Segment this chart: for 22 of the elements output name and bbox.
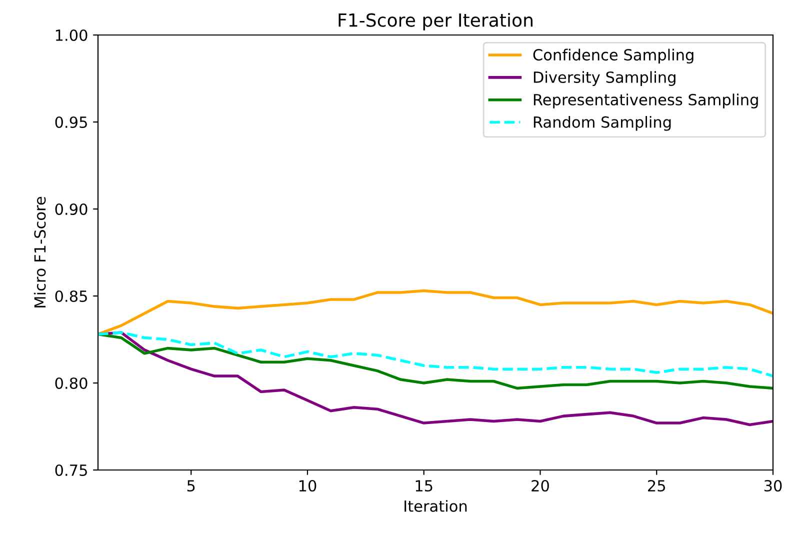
y-tick-label: 0.85	[55, 290, 87, 302]
y-tick-label: 0.95	[55, 116, 87, 128]
y-tick-label: 0.75	[55, 464, 87, 476]
x-tick-label: 15	[416, 480, 432, 492]
y-axis-title: Micro F1-Score	[34, 196, 46, 308]
y-tick-label: 0.80	[55, 377, 88, 390]
y-tick-label: 0.90	[55, 203, 88, 216]
line-series	[98, 289, 773, 336]
y-tick-label: 1.00	[56, 29, 88, 42]
x-tick-label: 10	[299, 480, 316, 492]
x-tick-label: 30	[764, 480, 782, 492]
line-series	[98, 331, 773, 378]
legend-label: Representativeness Sampling	[534, 94, 758, 108]
x-axis-title: Iteration	[404, 500, 467, 512]
x-tick-label: 20	[532, 480, 549, 492]
legend-label: Diversity Sampling	[534, 71, 676, 86]
chart-title: F1-Score per Iteration	[338, 12, 532, 30]
legend-label: Random Sampling	[534, 116, 671, 131]
line-series	[98, 332, 773, 390]
legend-label: Confidence Sampling	[533, 48, 694, 64]
x-tick-label: 25	[648, 480, 666, 492]
x-tick-label: 5	[187, 480, 195, 492]
